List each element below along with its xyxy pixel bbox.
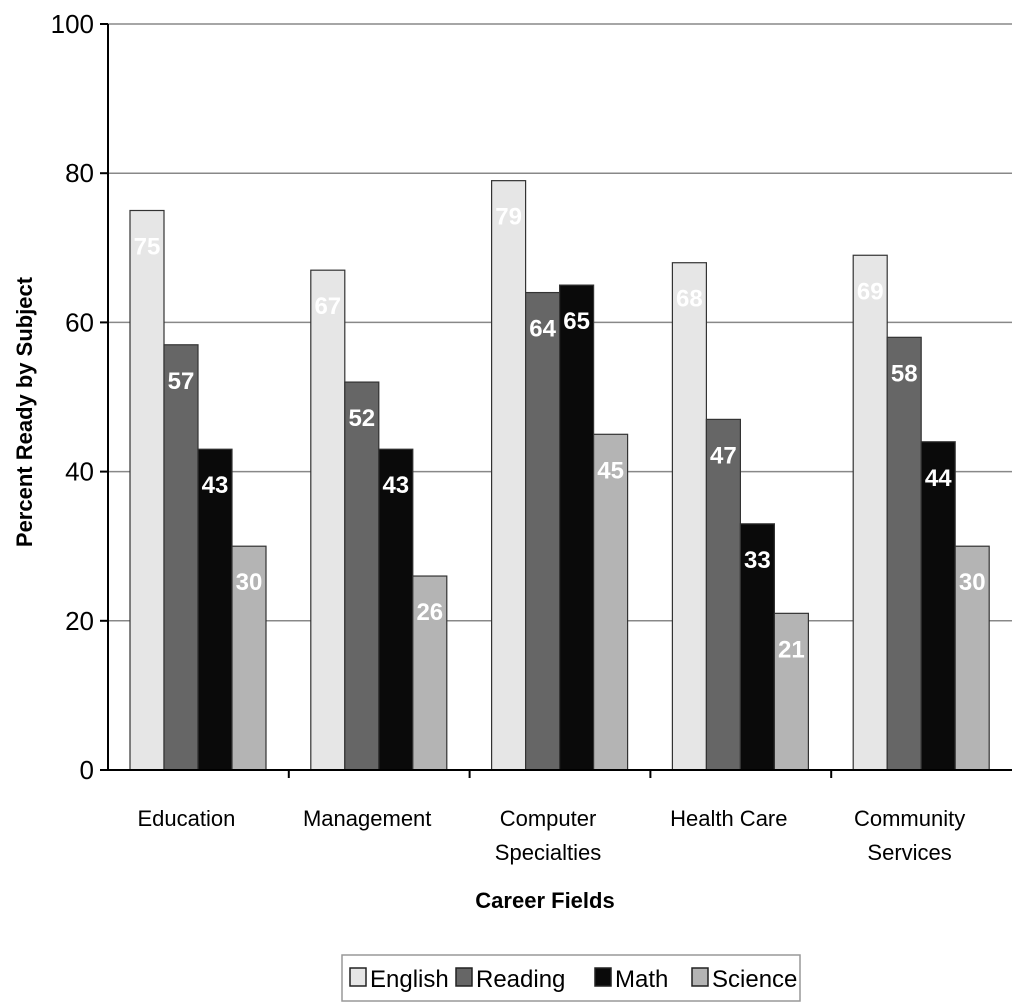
data-label: 47: [710, 442, 737, 469]
x-category-label: Education: [137, 806, 235, 831]
data-label: 57: [168, 368, 195, 395]
x-category-label: Health Care: [670, 806, 787, 831]
bar-science: [412, 575, 448, 771]
data-label: 21: [778, 636, 805, 663]
bar-science: [954, 545, 990, 771]
bar-reading: [163, 344, 199, 771]
y-tick-label: 0: [80, 755, 94, 785]
legend-label-science: Science: [712, 966, 797, 993]
y-tick-label: 20: [65, 606, 94, 636]
y-tick-labels: 0 20 40 60 80 100: [51, 9, 94, 785]
data-label: 69: [857, 278, 884, 305]
bar-reading: [886, 336, 922, 771]
data-label: 65: [563, 308, 590, 335]
y-axis-title: Percent Ready by Subject: [12, 276, 37, 547]
legend: English Reading Math Science: [341, 954, 801, 1002]
y-tick-label: 80: [65, 158, 94, 188]
bar-math: [558, 284, 595, 771]
y-tick-label: 100: [51, 9, 94, 39]
data-label: 26: [416, 599, 443, 626]
bar-math: [739, 523, 776, 771]
axes: [100, 23, 1012, 778]
y-tick-label: 40: [65, 457, 94, 487]
legend-label-math: Math: [615, 966, 668, 993]
bar-english: [491, 180, 527, 771]
x-category-label: Computer: [500, 806, 597, 831]
data-label: 64: [529, 316, 556, 343]
legend-swatch-reading: [455, 967, 473, 987]
bar-science: [592, 433, 629, 771]
bar-math: [197, 448, 233, 771]
bar-english: [671, 262, 708, 771]
legend-box: [341, 954, 801, 1002]
data-label: 58: [891, 360, 918, 387]
y-tick-label: 60: [65, 307, 94, 337]
data-label: 68: [676, 286, 703, 313]
legend-swatch-science: [691, 967, 709, 987]
bars: 75 57 43 30 67 52 43 26 79 64 65 45 68 47 33 21 69 58 44 30: [129, 180, 990, 771]
x-category-label: Community: [854, 806, 965, 831]
bar-reading: [705, 418, 742, 771]
data-label: 43: [202, 472, 229, 499]
data-label: 30: [236, 569, 263, 596]
bar-reading: [524, 291, 561, 771]
x-category-label: Specialties: [495, 840, 601, 865]
bar-math: [920, 441, 956, 771]
data-label: 67: [314, 293, 341, 320]
data-label: 45: [597, 457, 624, 484]
legend-swatch-english: [349, 967, 367, 987]
x-category-label: Management: [303, 806, 431, 831]
bar-english: [310, 269, 346, 771]
bar-science: [773, 612, 810, 771]
data-label: 44: [925, 465, 952, 492]
data-label: 30: [959, 569, 986, 596]
legend-label-english: English: [370, 966, 449, 993]
bar-math: [378, 448, 414, 771]
x-category-labels: Education Management Computer Specialties He…: [137, 806, 965, 865]
bar-reading: [344, 381, 380, 771]
bar-english: [129, 209, 165, 771]
data-label: 43: [382, 472, 409, 499]
data-label: 79: [495, 204, 522, 231]
data-label: 33: [744, 547, 771, 574]
data-label: 52: [348, 405, 375, 432]
data-label: 75: [134, 234, 161, 261]
bar-english: [852, 254, 888, 771]
x-axis-title: Career Fields: [475, 888, 614, 913]
legend-label-reading: Reading: [476, 966, 565, 993]
x-category-label: Services: [867, 840, 951, 865]
legend-swatch-math: [594, 967, 612, 987]
